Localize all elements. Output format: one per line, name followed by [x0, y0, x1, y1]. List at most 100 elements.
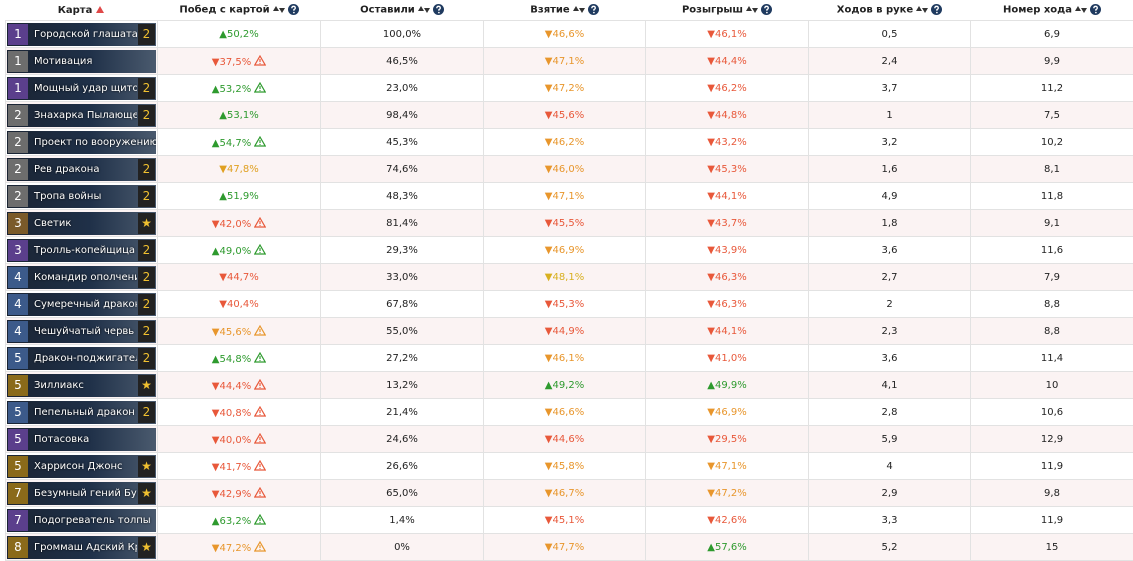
stat-value: ▼43,7%: [707, 218, 746, 229]
column-header[interactable]: Ходов в руке: [809, 0, 971, 21]
stat-cell: 100,0%: [321, 21, 484, 48]
card-count: ★: [138, 213, 155, 234]
warning-icon: [254, 406, 266, 417]
stat-value: ▼45,3%: [545, 299, 584, 310]
help-icon: [288, 4, 299, 15]
warning-icon: [254, 352, 266, 363]
stat-value: ▲49,0%: [212, 246, 251, 257]
card-count: 2: [138, 402, 155, 423]
stat-value: 98,4%: [386, 110, 418, 121]
stat-cell: ▼46,6%: [484, 399, 646, 426]
stat-value: 3,7: [882, 83, 898, 94]
stat-value: ▼46,3%: [707, 272, 746, 283]
stat-value: 100,0%: [383, 29, 421, 40]
stat-cell: ▼45,3%: [646, 156, 809, 183]
column-header[interactable]: Карта: [6, 0, 158, 21]
stat-cell: ▲63,2%: [158, 507, 321, 534]
stat-cell: ▼44,4%: [646, 48, 809, 75]
stat-value: ▼29,5%: [707, 434, 746, 445]
stat-cell: 11,6: [971, 237, 1133, 264]
stat-value: 1,8: [882, 218, 898, 229]
column-header[interactable]: Номер хода: [971, 0, 1133, 21]
card-name: Сумеречный дракон: [29, 299, 137, 310]
stat-value: 10,2: [1041, 137, 1063, 148]
stat-value: 9,9: [1044, 56, 1060, 67]
stat-value: ▼45,8%: [545, 461, 584, 472]
card-name: Потасовка: [29, 434, 156, 445]
column-header[interactable]: Оставили: [321, 0, 484, 21]
stat-cell: 3,6: [809, 237, 971, 264]
card-count: ★: [138, 537, 155, 558]
stat-value: 3,3: [882, 515, 898, 526]
stat-value: 45,3%: [386, 137, 418, 148]
stat-value: 21,4%: [386, 407, 418, 418]
card-name: Мощный удар щитом: [29, 83, 137, 94]
stat-value: ▼44,6%: [545, 434, 584, 445]
stat-cell: 46,5%: [321, 48, 484, 75]
card-cost: 4: [8, 294, 28, 315]
stat-value: ▼48,1%: [545, 272, 584, 283]
stat-cell: 81,4%: [321, 210, 484, 237]
column-header[interactable]: Взятие: [484, 0, 646, 21]
warning-icon: [254, 433, 266, 444]
column-title: Взятие: [530, 5, 569, 16]
column-title: Розыгрыш: [682, 5, 743, 16]
stat-value: 4,9: [882, 191, 898, 202]
help-icon: [588, 4, 599, 15]
stat-cell: 3,3: [809, 507, 971, 534]
column-header[interactable]: Побед с картой: [158, 0, 321, 21]
card-count: ★: [138, 456, 155, 477]
help-icon: [433, 4, 444, 15]
stat-cell: 23,0%: [321, 75, 484, 102]
stat-value: 7,5: [1044, 110, 1060, 121]
stat-cell: 11,8: [971, 183, 1133, 210]
card-name: Проект по вооружению: [29, 137, 156, 148]
stat-cell: 2,7: [809, 264, 971, 291]
stat-value: ▼42,6%: [707, 515, 746, 526]
stat-value: ▼40,4%: [219, 299, 258, 310]
column-header[interactable]: Розыгрыш: [646, 0, 809, 21]
stat-value: ▼47,2%: [212, 543, 251, 554]
stat-value: ▼47,8%: [219, 164, 258, 175]
help-icon: [761, 4, 772, 15]
warning-icon: [254, 82, 266, 93]
stat-value: 5,9: [882, 434, 898, 445]
stat-value: 33,0%: [386, 272, 418, 283]
card-cost: 5: [8, 348, 28, 369]
stat-value: ▼45,6%: [212, 327, 251, 338]
column-title: Номер хода: [1003, 5, 1072, 16]
stat-cell: ▼46,2%: [484, 129, 646, 156]
stat-cell: ▲49,0%: [158, 237, 321, 264]
stat-cell: 65,0%: [321, 480, 484, 507]
card-name: Дракон-поджигатель: [29, 353, 137, 364]
stat-value: 29,3%: [386, 245, 418, 256]
stat-cell: 9,8: [971, 480, 1133, 507]
